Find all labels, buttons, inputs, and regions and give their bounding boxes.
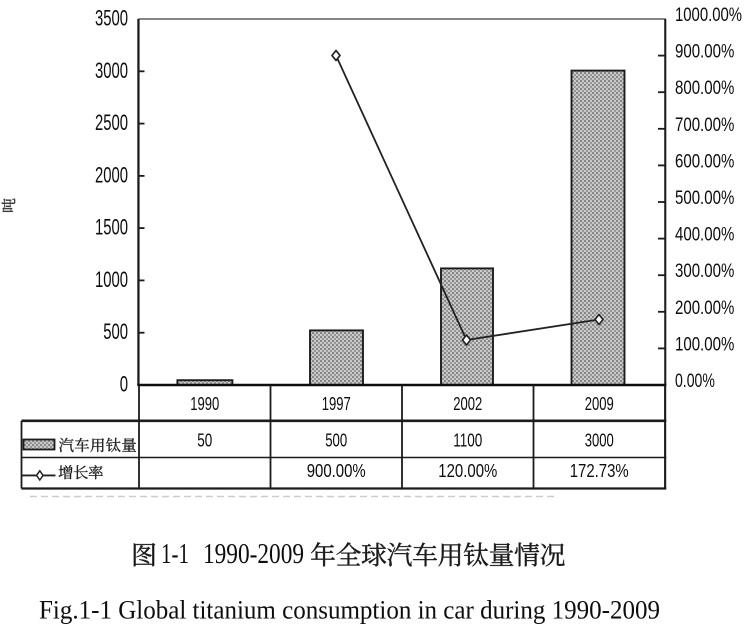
svg-text:500: 500 bbox=[325, 431, 347, 451]
svg-text:3000: 3000 bbox=[585, 431, 614, 451]
svg-text:2000: 2000 bbox=[95, 162, 128, 187]
svg-text:100.00%: 100.00% bbox=[675, 334, 734, 355]
svg-text:50: 50 bbox=[197, 431, 212, 451]
svg-text:3000: 3000 bbox=[95, 58, 128, 83]
svg-text:800.00%: 800.00% bbox=[675, 78, 734, 99]
svg-text:2002: 2002 bbox=[453, 394, 482, 414]
svg-text:1-1: 1-1 bbox=[161, 539, 189, 570]
svg-text:1990-2009: 1990-2009 bbox=[203, 539, 304, 570]
svg-text:172.73%: 172.73% bbox=[570, 461, 629, 481]
svg-text:300.00%: 300.00% bbox=[675, 261, 734, 282]
svg-text:1000: 1000 bbox=[95, 267, 128, 292]
svg-text:Fig.1-1 Global titanium consum: Fig.1-1 Global titanium consumption in c… bbox=[39, 596, 660, 625]
svg-text:1100: 1100 bbox=[453, 431, 482, 451]
svg-text:1500: 1500 bbox=[95, 215, 128, 240]
svg-text:600.00%: 600.00% bbox=[675, 151, 734, 172]
svg-text:2009: 2009 bbox=[585, 394, 614, 414]
svg-text:1997: 1997 bbox=[322, 394, 351, 414]
svg-text:1000.00%: 1000.00% bbox=[675, 5, 742, 26]
svg-text:500.00%: 500.00% bbox=[675, 188, 734, 209]
svg-text:700.00%: 700.00% bbox=[675, 115, 734, 136]
svg-text:2500: 2500 bbox=[95, 110, 128, 135]
svg-text:3500: 3500 bbox=[95, 6, 128, 31]
svg-text:900.00%: 900.00% bbox=[675, 42, 734, 63]
svg-text:0.00%: 0.00% bbox=[675, 371, 715, 392]
svg-text:1990: 1990 bbox=[190, 394, 219, 414]
svg-text:0: 0 bbox=[120, 372, 128, 397]
svg-text:400.00%: 400.00% bbox=[675, 225, 734, 246]
svg-text:500: 500 bbox=[103, 319, 128, 344]
svg-text:900.00%: 900.00% bbox=[307, 461, 366, 481]
svg-text:120.00%: 120.00% bbox=[438, 461, 497, 481]
svg-text:200.00%: 200.00% bbox=[675, 298, 734, 319]
